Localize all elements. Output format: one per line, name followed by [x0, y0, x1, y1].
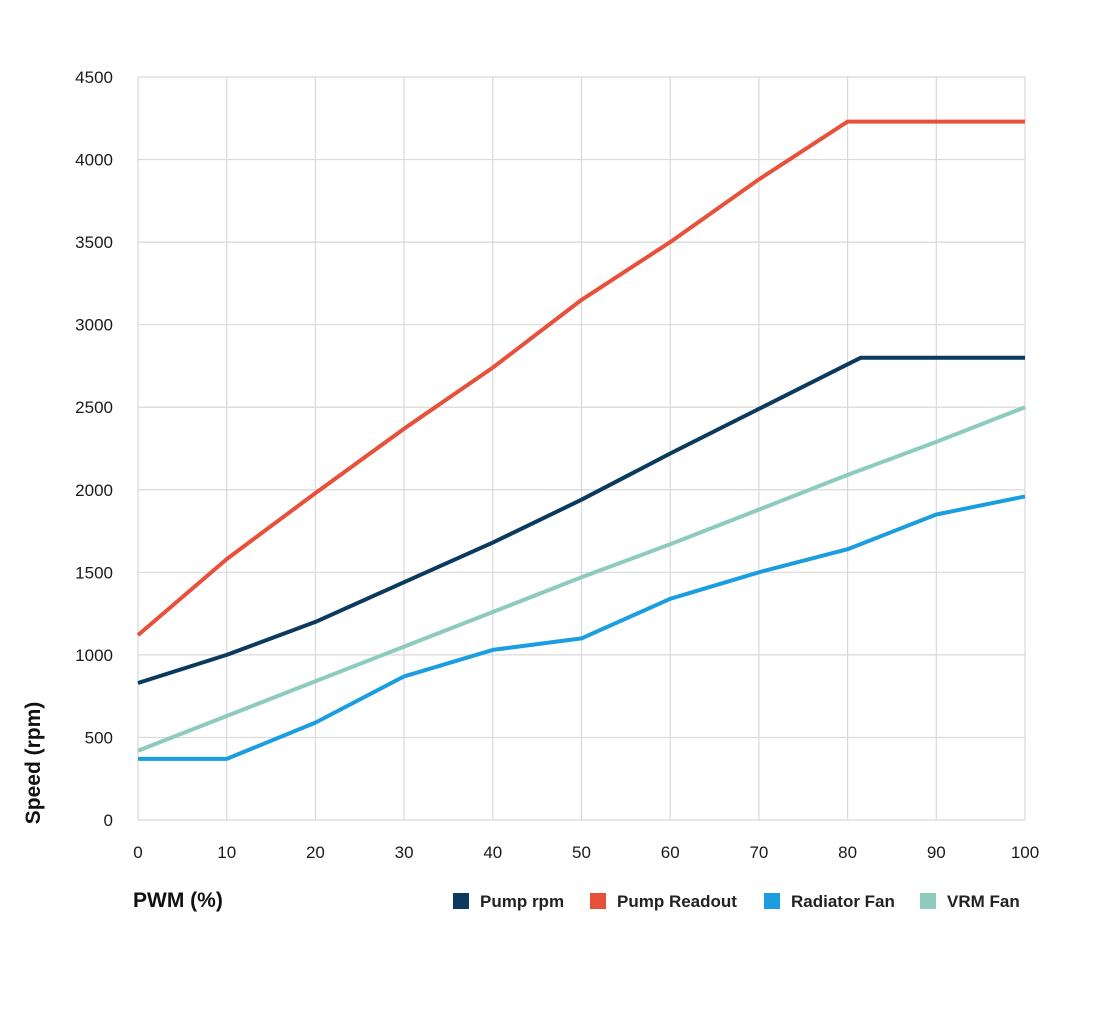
- x-tick-label: 80: [838, 843, 857, 862]
- legend-label-pump-readout: Pump Readout: [617, 892, 737, 911]
- x-tick-label: 30: [395, 843, 414, 862]
- legend-label-radiator-fan: Radiator Fan: [791, 892, 895, 911]
- y-tick-label: 4500: [75, 68, 113, 87]
- x-tick-label: 50: [572, 843, 591, 862]
- series-line-radiator-fan: [138, 494, 1026, 761]
- series-line-pump-rpm: [137, 355, 1025, 685]
- series-line-pump-readout: [136, 119, 1025, 637]
- legend-label-vrm-fan: VRM Fan: [947, 892, 1020, 911]
- x-tick-label: 60: [661, 843, 680, 862]
- legend-swatch-vrm-fan: [920, 893, 936, 909]
- y-tick-label: 1500: [75, 563, 113, 582]
- y-axis-label: Speed (rpm): [22, 702, 45, 825]
- y-tick-label: 2000: [75, 481, 113, 500]
- grid-layer: [137, 76, 1026, 821]
- series-layer: [136, 119, 1026, 761]
- x-tick-label: 10: [217, 843, 236, 862]
- y-tick-label: 500: [85, 728, 113, 747]
- legend-swatch-pump-readout: [590, 893, 606, 909]
- legend-swatch-pump-rpm: [453, 893, 469, 909]
- y-tick-label: 4000: [75, 151, 113, 170]
- legend-label-pump-rpm: Pump rpm: [480, 892, 564, 911]
- series-line-vrm-fan: [137, 405, 1026, 753]
- x-tick-label: 0: [133, 843, 142, 862]
- y-tick-label: 2500: [75, 398, 113, 417]
- x-tick-label: 70: [749, 843, 768, 862]
- y-tick-label: 3000: [75, 316, 113, 335]
- x-axis-ticks: 0 10 20 30 40 50 60 70 80 90 100: [133, 843, 1039, 862]
- x-tick-label: 20: [306, 843, 325, 862]
- legend: Pump rpm Pump Readout Radiator Fan VRM Fan: [453, 892, 1020, 911]
- y-tick-label: 0: [104, 811, 113, 830]
- x-tick-label: 40: [483, 843, 502, 862]
- legend-swatch-radiator-fan: [764, 893, 780, 909]
- y-tick-label: 1000: [75, 646, 113, 665]
- x-tick-label: 90: [927, 843, 946, 862]
- y-tick-label: 3500: [75, 233, 113, 252]
- x-axis-label: PWM (%): [133, 889, 223, 912]
- y-axis-ticks: 0 500 1000 1500 2000 2500 3000 3500 4000 4500: [75, 68, 113, 830]
- x-tick-label: 100: [1011, 843, 1039, 862]
